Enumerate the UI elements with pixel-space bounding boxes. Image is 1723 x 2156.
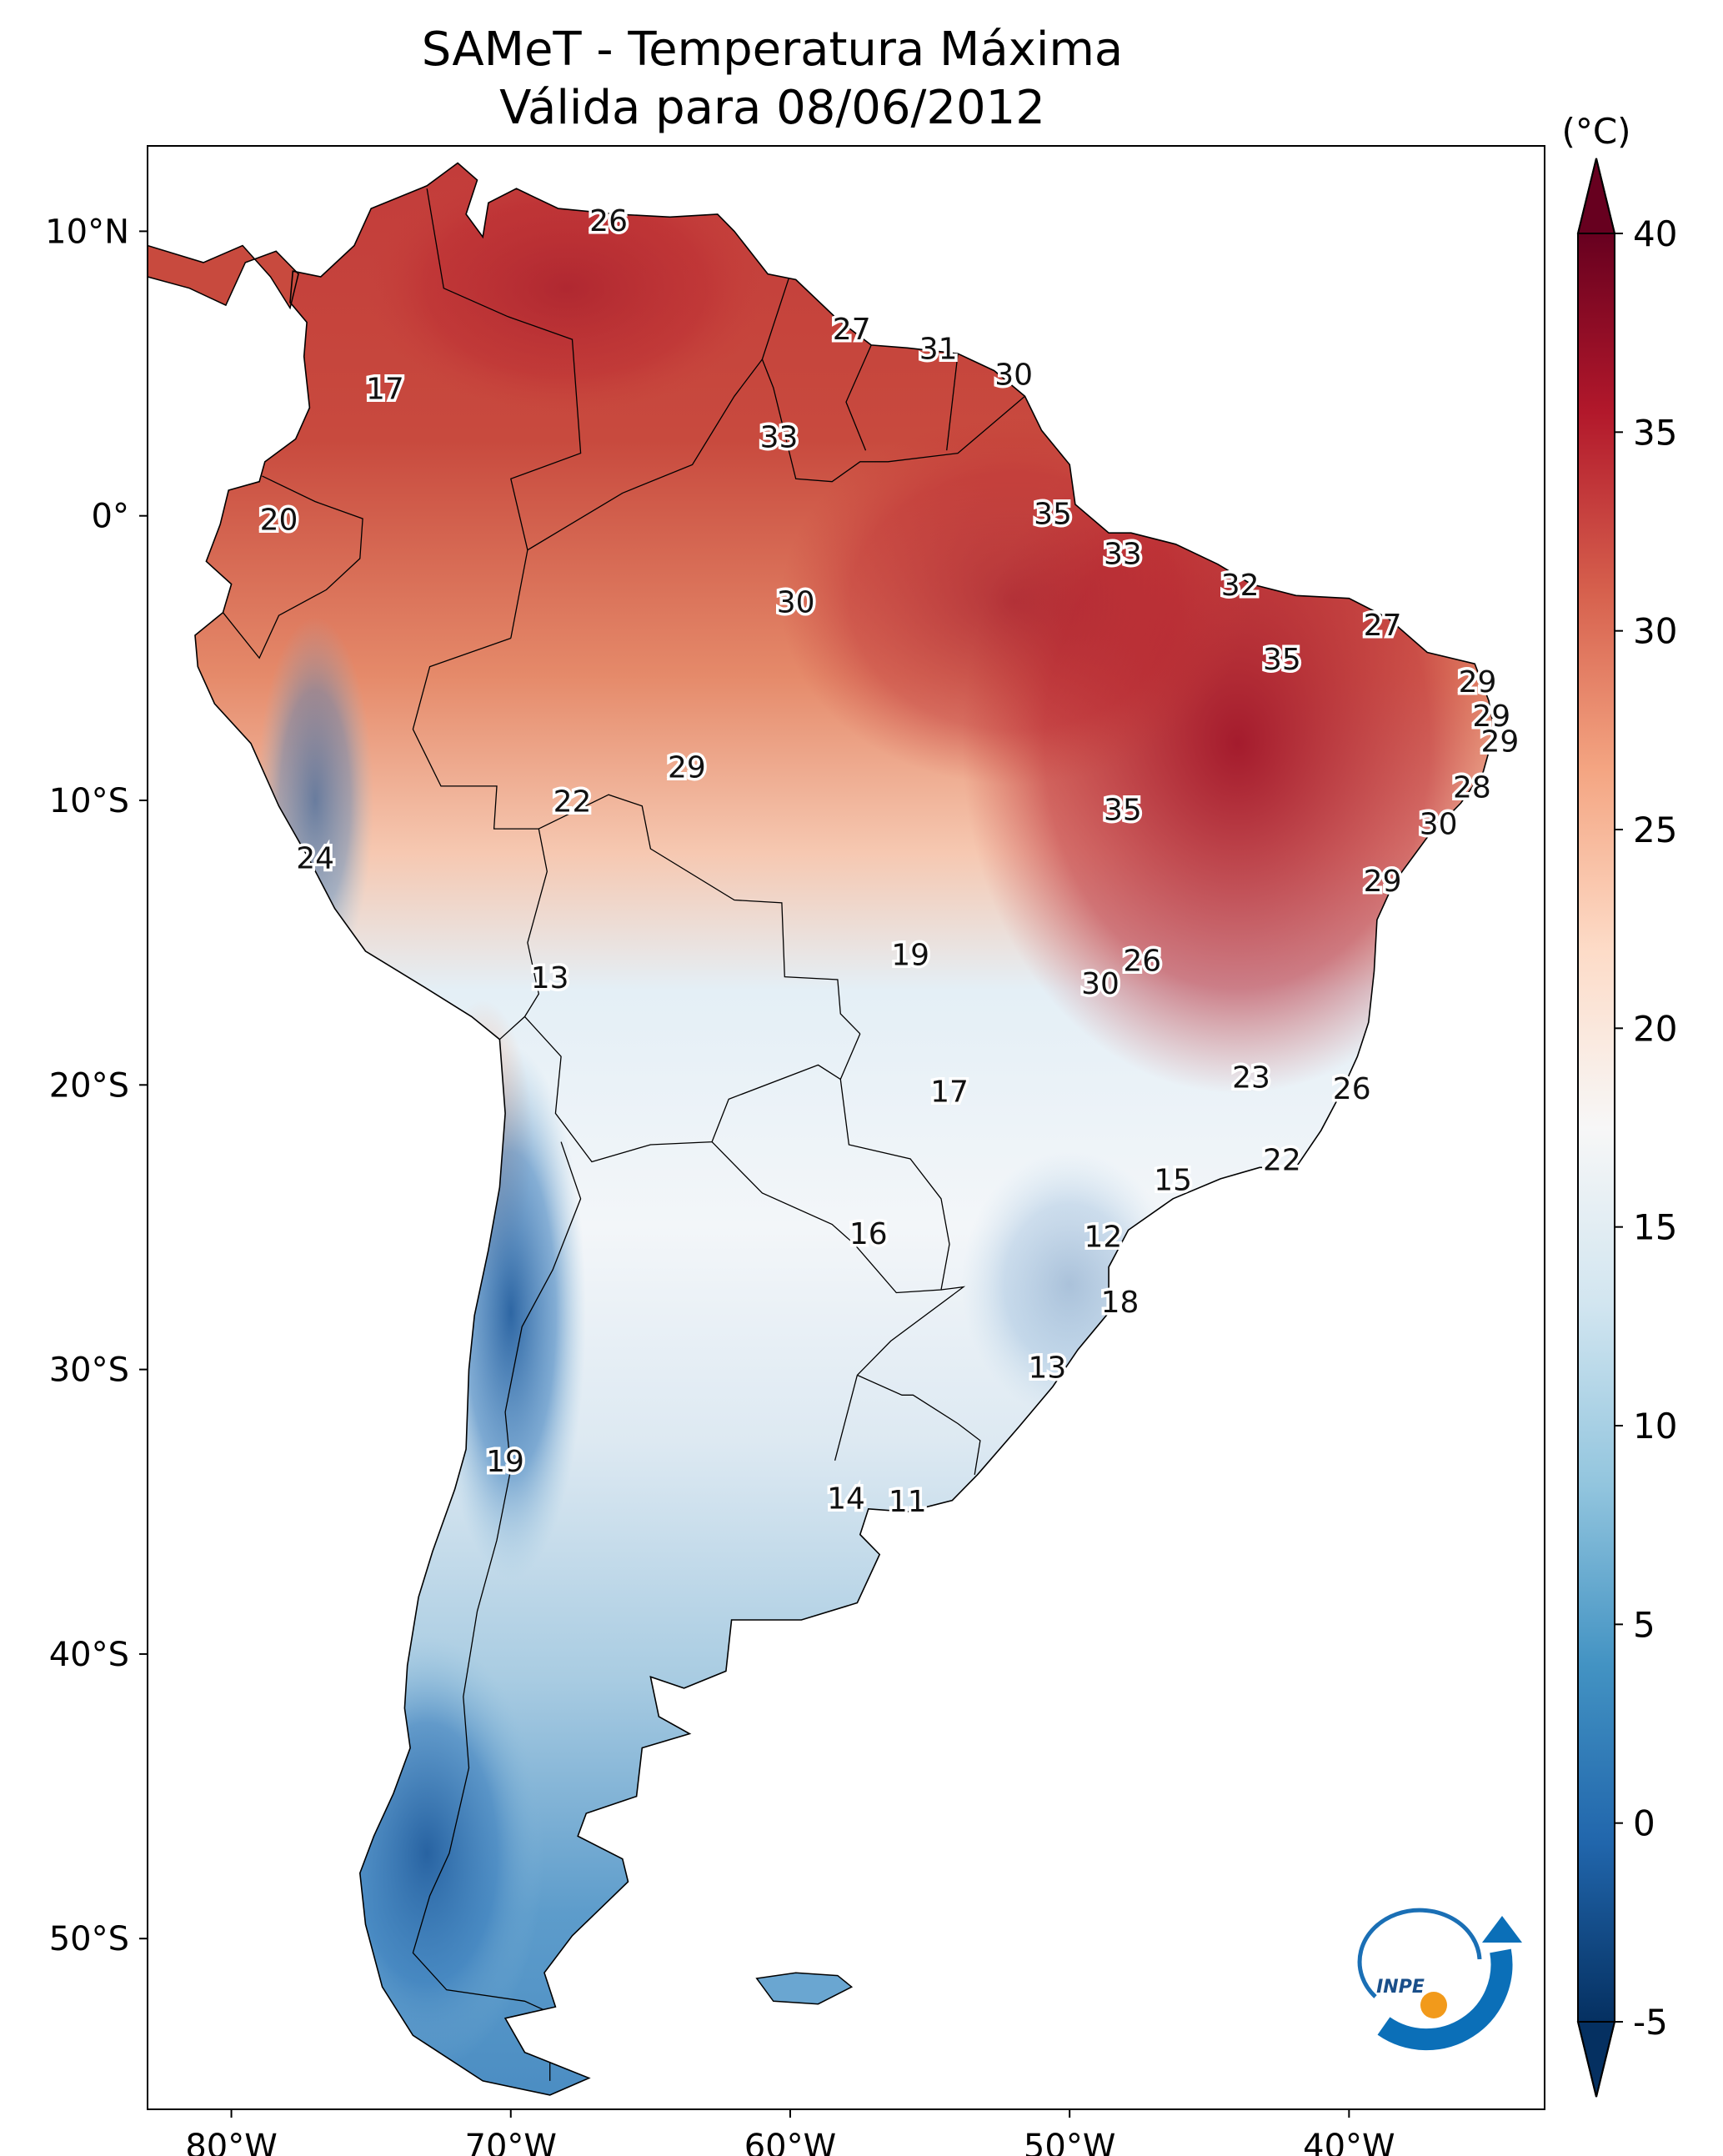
map-title: SAMeT - Temperatura Máxima <box>421 23 1124 77</box>
contour-label: 17 <box>930 1075 969 1110</box>
contour-label: 15 <box>1154 1163 1192 1197</box>
inpe-logo: INPE <box>1357 1908 1522 2051</box>
colorbar-min-arrow <box>1576 2021 1616 2098</box>
contour-label: 33 <box>1104 537 1142 571</box>
contour-label: 27 <box>1364 609 1402 643</box>
contour-label: 30 <box>777 586 815 620</box>
map-frame <box>147 145 1545 2110</box>
contour-label: 22 <box>553 785 592 819</box>
contour-label: 26 <box>589 204 628 238</box>
colorbar-tick-label: 0 <box>1633 1803 1655 1844</box>
contour-label: 27 <box>833 313 871 347</box>
contour-label: 35 <box>1104 794 1142 828</box>
contour-label: 23 <box>1232 1060 1270 1095</box>
contour-label: 19 <box>486 1445 524 1479</box>
contour-label: 30 <box>1081 967 1119 1001</box>
map-axis-ticks: 80°W 70°W 60°W 50°W 40°W 10°N 0° 10°S 20°S 30°S 40… <box>45 213 1395 2156</box>
lat-tick-label: 10°N <box>45 213 129 251</box>
lat-tick-label: 50°S <box>49 1920 129 1958</box>
colorbar-tick-label: 25 <box>1633 810 1677 850</box>
lat-tick-label: 20°S <box>49 1066 129 1105</box>
colorbar: 40 35 30 25 20 15 10 5 0 -5 (°C) <box>1561 111 1677 2098</box>
contour-label: 13 <box>1028 1351 1066 1386</box>
temperature-map <box>147 146 1545 2109</box>
contour-label: 20 <box>260 504 298 538</box>
colorbar-tick-label: 20 <box>1633 1008 1677 1049</box>
contour-label: 22 <box>1263 1143 1301 1177</box>
contour-label: 32 <box>1221 569 1260 603</box>
colorbar-gradient <box>1578 233 1615 2022</box>
lat-tick-label: 0° <box>92 498 129 536</box>
contour-label: 19 <box>891 939 929 973</box>
lon-tick-label: 40°W <box>1303 2128 1395 2156</box>
contour-label: 14 <box>827 1482 865 1517</box>
colorbar-unit: (°C) <box>1561 111 1630 152</box>
contour-label: 30 <box>994 358 1033 392</box>
lon-tick-label: 70°W <box>465 2128 557 2156</box>
contour-label: 29 <box>1459 665 1497 699</box>
colorbar-max-arrow <box>1576 158 1616 234</box>
contour-label: 28 <box>1453 770 1491 805</box>
lon-tick-label: 50°W <box>1024 2128 1115 2156</box>
contour-label: 12 <box>1084 1221 1122 1255</box>
colorbar-tick-label: 40 <box>1633 213 1677 254</box>
colorbar-tick-label: 15 <box>1633 1207 1677 1248</box>
contour-label: 30 <box>1420 808 1458 842</box>
colorbar-tick-label: 35 <box>1633 412 1677 453</box>
contour-label: 35 <box>1034 498 1072 532</box>
logo-text: INPE <box>1376 1977 1425 1998</box>
lat-tick-label: 10°S <box>49 782 129 820</box>
lon-tick-label: 80°W <box>185 2128 277 2156</box>
contour-label: 33 <box>760 421 799 455</box>
contour-label: 16 <box>849 1217 888 1251</box>
contour-label: 26 <box>1333 1072 1371 1106</box>
lat-tick-label: 40°S <box>49 1636 129 1674</box>
contour-label: 17 <box>366 373 404 407</box>
contour-label: 29 <box>1480 725 1519 760</box>
colorbar-tick-label: 30 <box>1633 611 1677 652</box>
colorbar-tick-label: -5 <box>1633 2002 1668 2043</box>
contour-label: 26 <box>1123 945 1161 979</box>
contour-label: 24 <box>296 842 334 876</box>
lat-tick-label: 30°S <box>49 1351 129 1390</box>
contour-label: 31 <box>919 333 958 367</box>
contour-label: 29 <box>668 750 706 785</box>
map-subtitle: Válida para 08/06/2012 <box>499 81 1045 135</box>
contour-label: 11 <box>889 1485 927 1519</box>
lon-tick-label: 60°W <box>744 2128 836 2156</box>
contour-label: 18 <box>1101 1286 1139 1320</box>
contour-label: 29 <box>1364 865 1402 899</box>
contour-label: 29 <box>1472 699 1510 734</box>
colorbar-tick-label: 5 <box>1633 1604 1655 1645</box>
contour-label: 13 <box>531 961 569 995</box>
contour-label: 35 <box>1263 643 1301 677</box>
colorbar-tick-label: 10 <box>1633 1406 1677 1447</box>
